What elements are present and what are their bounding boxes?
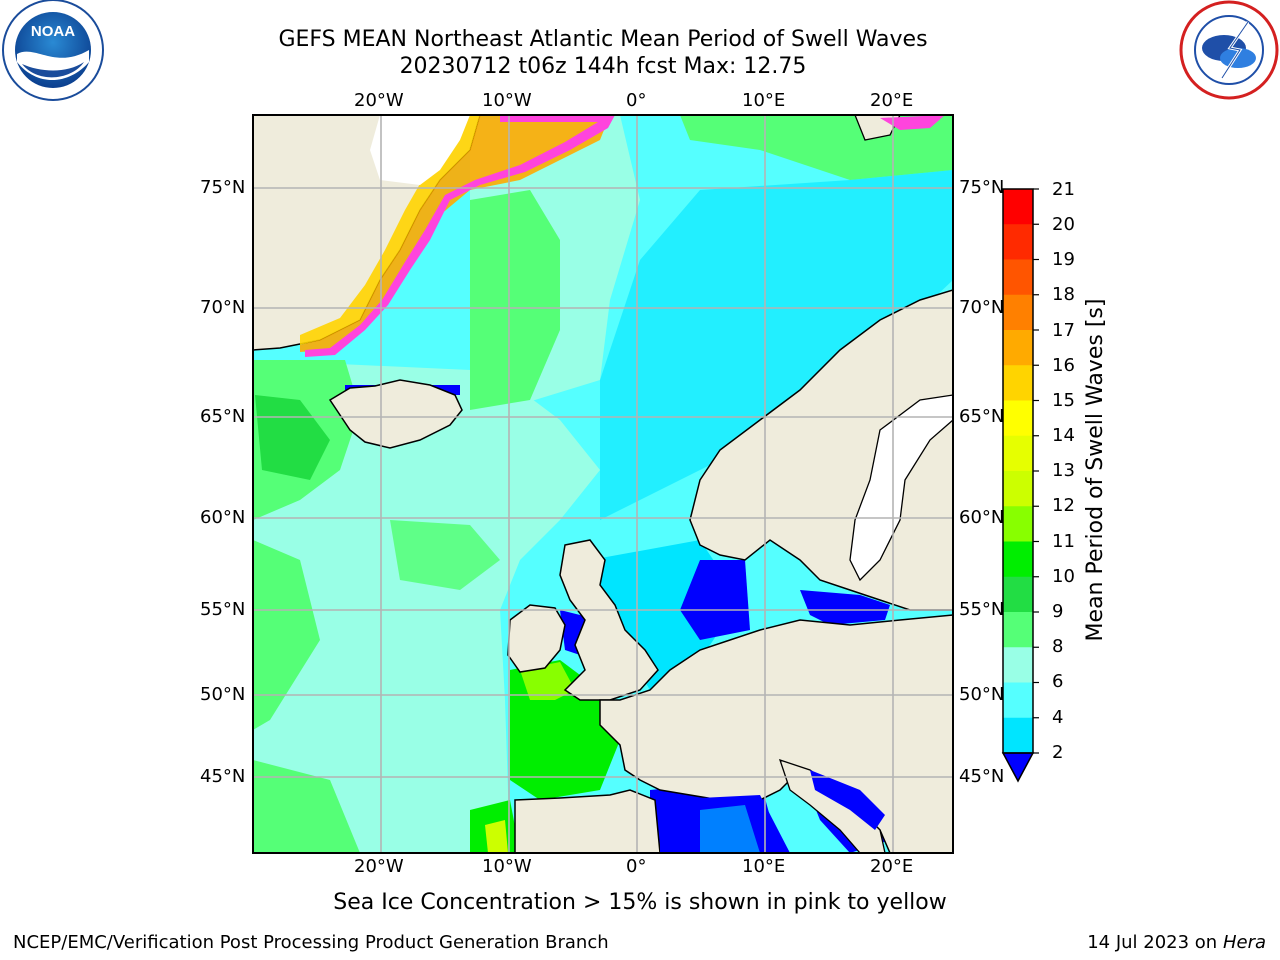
colorbar-tick: 10 xyxy=(1052,566,1075,587)
footer-host: Hera xyxy=(1222,932,1266,953)
lat-label-left: 55°N xyxy=(200,599,246,620)
colorbar-tick: 2 xyxy=(1052,742,1064,763)
colorbar-swatch xyxy=(1003,400,1033,437)
lon-label-top: 20°E xyxy=(870,90,914,111)
colorbar-swatch xyxy=(1003,330,1033,366)
colorbar-tick: 17 xyxy=(1052,320,1075,341)
colorbar-tick: 14 xyxy=(1052,425,1075,446)
colorbar-swatch xyxy=(1003,224,1033,260)
sea-ice-greenland-orange xyxy=(300,115,610,352)
colorbar-tick: 16 xyxy=(1052,355,1075,376)
land-ireland xyxy=(507,604,566,673)
lon-label-bottom: 20°W xyxy=(354,856,404,877)
colorbar-tick: 11 xyxy=(1052,531,1075,552)
lat-label-right: 60°N xyxy=(959,507,1005,528)
lon-label-bottom: 10°W xyxy=(482,856,532,877)
colorbar-extend-arrow xyxy=(1001,752,1035,783)
swell-2-4s-german-bight xyxy=(680,560,750,640)
colorbar xyxy=(1001,188,1039,783)
map-title: GEFS MEAN Northeast Atlantic Mean Period… xyxy=(278,27,928,52)
colorbar-tick: 4 xyxy=(1052,707,1064,728)
colorbar-tick: 20 xyxy=(1052,214,1075,235)
lat-label-left: 50°N xyxy=(200,684,246,705)
nws-logo xyxy=(1179,0,1279,100)
sea-ice-greenland-pink xyxy=(305,115,615,357)
land-iberia xyxy=(514,789,661,853)
map-frame xyxy=(252,114,954,854)
colorbar-tick: 6 xyxy=(1052,671,1064,692)
lon-label-top: 20°W xyxy=(354,90,404,111)
sea-adriatic xyxy=(810,770,885,830)
colorbar-tick: 15 xyxy=(1052,390,1075,411)
colorbar-swatch xyxy=(1003,471,1033,507)
lat-label-left: 65°N xyxy=(200,406,246,427)
lon-label-bottom: 20°E xyxy=(870,856,914,877)
footer-date: 14 Jul 2023 on Hera xyxy=(1087,932,1266,953)
footer-credit: NCEP/EMC/Verification Post Processing Pr… xyxy=(13,932,609,953)
map-area xyxy=(253,115,953,853)
colorbar-swatch xyxy=(1003,541,1033,578)
map-subtitle: 20230712 t06z 144h fcst Max: 12.75 xyxy=(399,54,807,79)
colorbar-swatch xyxy=(1003,435,1033,472)
colorbar-swatch xyxy=(1003,259,1033,296)
footer-date-text: 14 Jul 2023 on xyxy=(1087,932,1223,953)
colorbar-swatch xyxy=(1003,717,1033,754)
colorbar-swatch xyxy=(1003,576,1033,613)
lat-label-left: 60°N xyxy=(200,507,246,528)
lon-label-bottom: 10°E xyxy=(742,856,786,877)
lon-label-top: 10°W xyxy=(482,90,532,111)
lat-label-right: 70°N xyxy=(959,297,1005,318)
colorbar-tick: 9 xyxy=(1052,601,1064,622)
lat-label-right: 55°N xyxy=(959,599,1005,620)
sea-ice-baltic-white xyxy=(849,394,953,582)
colorbar-swatch xyxy=(1003,647,1033,683)
noaa-logo: NOAA xyxy=(2,0,104,101)
lat-label-right: 65°N xyxy=(959,406,1005,427)
colorbar-swatch xyxy=(1003,682,1033,719)
colorbar-tick: 13 xyxy=(1052,460,1075,481)
lon-label-bottom: 0° xyxy=(626,856,647,877)
colorbar-swatch xyxy=(1003,294,1033,331)
colorbar-tick: 12 xyxy=(1052,495,1075,516)
colorbar-swatch xyxy=(1003,506,1033,542)
sea-ice-greenland-white xyxy=(370,115,470,185)
colorbar-tick: 19 xyxy=(1052,249,1075,270)
graticule xyxy=(253,115,953,853)
swell-4-6s-norwegian xyxy=(600,170,953,520)
svg-text:NOAA: NOAA xyxy=(31,23,75,40)
swell-9-10s-south xyxy=(253,760,360,853)
colorbar-swatch xyxy=(1003,365,1033,401)
colorbar-label: Mean Period of Swell Waves [s] xyxy=(1083,298,1108,642)
colorbar-tick: 18 xyxy=(1052,284,1075,305)
swell-9-10s-jan-mayen xyxy=(470,190,560,410)
lat-label-left: 75°N xyxy=(200,177,246,198)
lon-label-top: 10°E xyxy=(742,90,786,111)
swell-12-13s-biscay xyxy=(520,662,575,700)
lat-label-left: 70°N xyxy=(200,297,246,318)
lat-label-right: 50°N xyxy=(959,684,1005,705)
lat-label-right: 75°N xyxy=(959,177,1005,198)
colorbar-tick: 21 xyxy=(1052,179,1075,200)
colorbar-swatch xyxy=(1003,612,1033,648)
swell-8-9s-west xyxy=(253,360,600,853)
lon-label-top: 0° xyxy=(626,90,647,111)
sea-ice-note: Sea Ice Concentration > 15% is shown in … xyxy=(333,890,947,915)
lat-label-right: 45°N xyxy=(959,766,1005,787)
lat-label-left: 45°N xyxy=(200,766,246,787)
colorbar-tick: 8 xyxy=(1052,636,1064,657)
swell-9-10s-southwest xyxy=(253,540,320,730)
colorbar-swatch xyxy=(1003,189,1033,225)
